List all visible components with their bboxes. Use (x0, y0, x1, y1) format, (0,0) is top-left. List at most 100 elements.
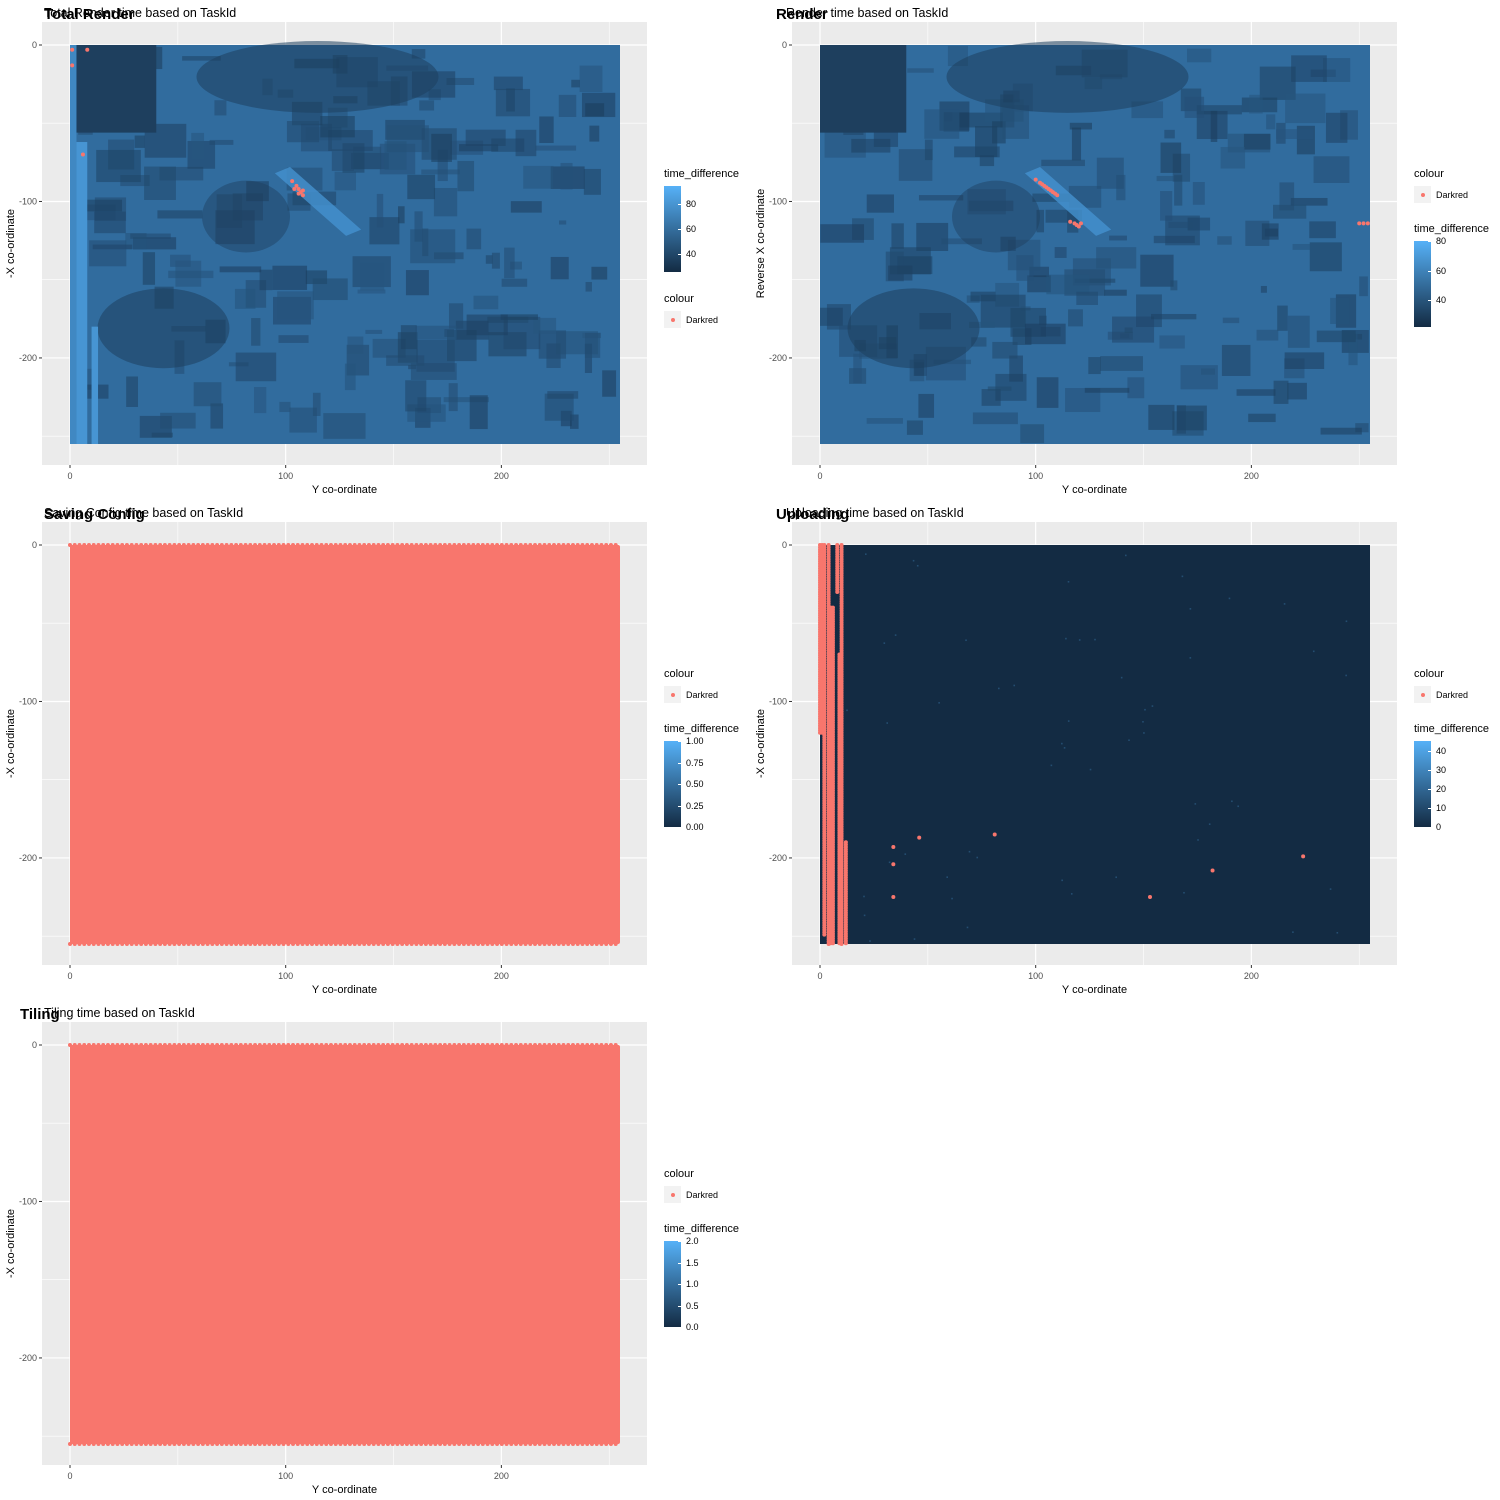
data-point (200, 543, 205, 547)
data-point (566, 543, 571, 547)
heatmap-tile (1197, 839, 1199, 841)
chart-title: Total Render (44, 6, 135, 23)
heatmap-tile (1329, 888, 1332, 890)
data-point (509, 942, 514, 946)
data-point (294, 183, 299, 188)
data-point (314, 1043, 319, 1047)
data-point (262, 1442, 267, 1446)
data-point (167, 543, 172, 547)
data-point (423, 543, 428, 547)
data-point (419, 543, 424, 547)
data-point (162, 543, 167, 547)
data-point (1078, 221, 1083, 226)
colorbar-tick (678, 1284, 681, 1285)
y-tick-label: 0 (782, 40, 787, 50)
heatmap-tile (1292, 931, 1294, 933)
data-point (70, 47, 75, 52)
legend-key-label: Darkred (686, 689, 719, 700)
data-point (196, 942, 201, 946)
data-point (286, 1043, 291, 1047)
data-point (428, 1043, 433, 1047)
data-point (414, 1442, 419, 1446)
legend-swatch (664, 1186, 681, 1203)
data-point (148, 942, 153, 946)
data-point (570, 1442, 575, 1446)
plot-svg: 0 100 200 0 -100 -200 Y co-ordinate -X co-ordin… (5, 22, 647, 496)
data-point (613, 543, 618, 547)
colorbar-tick-label: 1.00 (686, 736, 704, 746)
chart-title: Tiling (20, 1006, 60, 1023)
data-point (452, 942, 457, 946)
colorbar-tick (678, 805, 681, 807)
y-axis-label: Reverse X co-ordinate (755, 189, 767, 298)
heatmap-tile (1128, 739, 1130, 742)
data-point (305, 543, 310, 547)
heatmap-tile (846, 709, 848, 712)
x-axis-label: Y co-ordinate (312, 484, 377, 496)
data-point (229, 1043, 234, 1047)
data-point (276, 1043, 281, 1047)
heatmap-tile (1120, 676, 1123, 679)
data-point (120, 1043, 125, 1047)
data-point (537, 942, 542, 946)
data-point (129, 942, 134, 946)
legend-title: time_difference (664, 1223, 740, 1235)
data-point (291, 942, 296, 946)
data-point (442, 1442, 447, 1446)
colorbar-tick-label: 0.25 (686, 800, 704, 811)
legend-title: colour (1414, 168, 1444, 180)
colorbar-tick-label: 60 (1436, 265, 1447, 276)
heatmap-tile (916, 564, 919, 567)
data-point (566, 1043, 571, 1047)
data-point (143, 1043, 148, 1047)
data-point (518, 543, 523, 547)
data-point (466, 543, 471, 547)
data-point (561, 1043, 566, 1047)
data-point (300, 1043, 305, 1047)
data-point (286, 942, 291, 946)
data-point (347, 942, 352, 946)
plot-svg: 0 100 200 0 -100 -200 Y co-ordinate -X co-ordin… (5, 522, 647, 996)
colorbar-tick (678, 784, 681, 785)
data-point (262, 942, 267, 946)
legend-swatch (664, 311, 681, 328)
data-point (205, 543, 210, 547)
colorbar-tick-label: 80 (686, 199, 697, 210)
data-point (495, 1442, 500, 1446)
x-tick-label: 100 (278, 471, 293, 481)
data-point (419, 1442, 424, 1446)
data-point (585, 1442, 590, 1446)
data-point (72, 1442, 77, 1446)
data-point (276, 1442, 281, 1446)
data-point (234, 1043, 239, 1047)
data-point (1210, 868, 1215, 873)
data-point (352, 1442, 357, 1446)
data-point (68, 1442, 72, 1446)
data-point (575, 543, 580, 547)
data-point (509, 543, 514, 547)
colorbar-tick (1428, 788, 1431, 790)
colorbar-tick (678, 1327, 681, 1328)
data-point (267, 1043, 272, 1047)
data-point (77, 1043, 82, 1047)
data-point (570, 1043, 575, 1047)
x-tick-label: 0 (67, 471, 72, 481)
data-point (253, 1043, 258, 1047)
heatmap-tile (1013, 684, 1016, 687)
data-point (82, 942, 87, 946)
data-point (295, 1442, 300, 1446)
data-point (514, 942, 519, 946)
data-point (257, 1442, 262, 1446)
data-point (476, 1442, 481, 1446)
data-point (409, 1442, 414, 1446)
data-point (613, 942, 618, 946)
data-point (438, 1442, 443, 1446)
data-point (77, 543, 82, 547)
data-point (68, 942, 72, 946)
data-point (362, 1043, 367, 1047)
heatmap-tile (968, 850, 971, 853)
data-point (91, 1442, 96, 1446)
data-point (215, 1442, 220, 1446)
data-point (570, 942, 575, 946)
data-point (205, 1043, 210, 1047)
